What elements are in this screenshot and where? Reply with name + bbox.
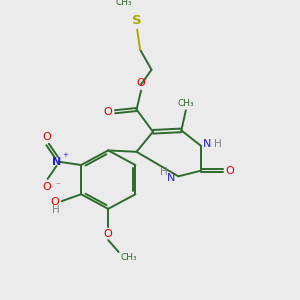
Text: N: N — [167, 173, 176, 183]
Text: N: N — [52, 157, 61, 167]
Text: ⁻: ⁻ — [55, 182, 60, 191]
Text: N: N — [203, 139, 212, 149]
Text: H: H — [52, 205, 59, 214]
Text: O: O — [104, 229, 112, 239]
Text: H: H — [160, 167, 168, 177]
Text: O: O — [51, 197, 59, 207]
Text: O: O — [43, 182, 51, 192]
Text: O: O — [43, 132, 51, 142]
Text: S: S — [132, 14, 141, 27]
Text: O: O — [103, 107, 112, 117]
Text: H: H — [214, 139, 221, 149]
Text: O: O — [137, 78, 146, 88]
Text: O: O — [225, 166, 234, 176]
Text: CH₃: CH₃ — [120, 254, 137, 262]
Text: CH₃: CH₃ — [178, 99, 194, 108]
Text: CH₃: CH₃ — [116, 0, 132, 8]
Text: +: + — [62, 152, 68, 158]
